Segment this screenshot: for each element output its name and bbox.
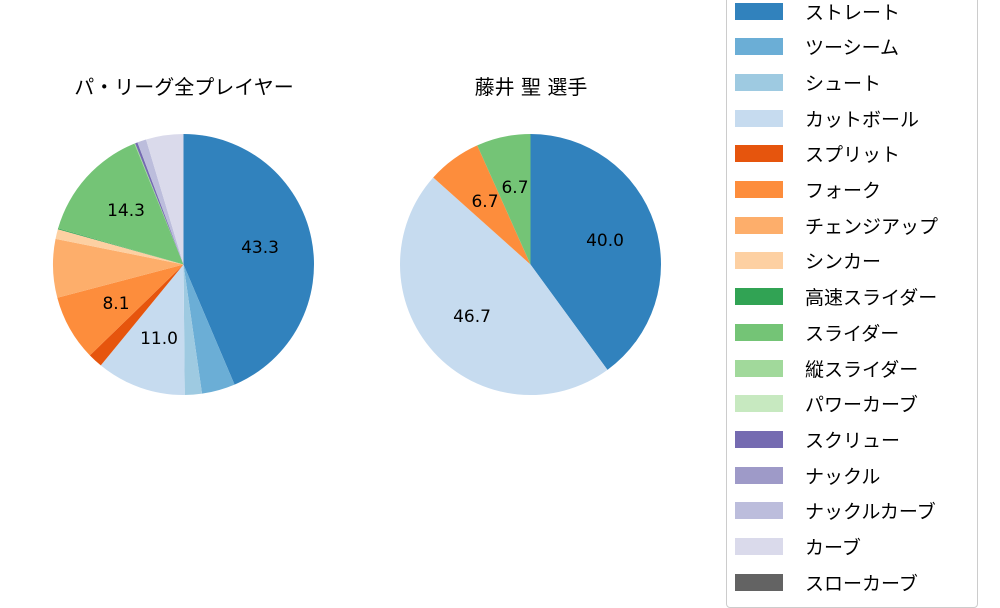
legend-swatch — [735, 2, 783, 20]
legend-item: スローカーブ — [735, 569, 918, 595]
legend-label: パワーカーブ — [805, 394, 918, 417]
legend-label: スローカーブ — [805, 572, 918, 595]
pie-slice — [55, 229, 184, 265]
legend-swatch — [735, 395, 783, 413]
pie-slice — [53, 238, 184, 298]
pie-slice — [530, 134, 661, 370]
legend-item: ストレート — [735, 0, 900, 24]
pie-data-label: 6.7 — [471, 192, 498, 212]
chart-title-player: 藤井 聖 選手 — [474, 75, 588, 99]
pie-slice — [89, 264, 184, 366]
pie-data-label: 6.7 — [501, 178, 528, 198]
pie-data-label: 43.3 — [241, 238, 279, 258]
legend-label: シュート — [805, 72, 882, 95]
pie-data-label: 11.0 — [140, 329, 178, 349]
legend-item: シュート — [735, 69, 881, 95]
legend-swatch — [735, 466, 783, 484]
legend-item: 縦スライダー — [735, 355, 918, 381]
legend-item: フォーク — [735, 177, 881, 203]
pie-slice — [134, 143, 184, 265]
pie-slice — [146, 134, 184, 265]
legend-swatch — [735, 288, 783, 306]
pie-slice — [477, 134, 531, 265]
legend-swatch — [735, 216, 783, 234]
pie-slice — [57, 228, 184, 265]
pie-data-label: 46.7 — [453, 307, 491, 327]
legend-label: シンカー — [805, 251, 882, 274]
legend-swatch — [735, 109, 783, 127]
pie-slice — [183, 264, 235, 394]
legend-label: チェンジアップ — [805, 215, 939, 238]
legend-swatch — [735, 573, 783, 591]
legend-item: シンカー — [735, 248, 881, 274]
pie-data-label: 14.3 — [107, 201, 145, 221]
legend-swatch — [735, 359, 783, 377]
legend-label: カットボール — [805, 108, 920, 131]
legend-swatch — [735, 538, 783, 555]
pie-league: 43.3 11.0 8.1 14.3 — [53, 134, 314, 395]
pie-slice — [183, 264, 203, 395]
legend-swatch — [735, 252, 783, 270]
pie-slice — [57, 264, 184, 356]
legend-label: ナックルカーブ — [805, 501, 936, 524]
legend-item: スプリット — [735, 141, 900, 167]
legend: ストレートツーシームシュートカットボール スプリットフォークチェンジアップ シンカー… — [726, 0, 978, 608]
legend-swatch — [735, 73, 783, 91]
pie-slice — [135, 142, 184, 265]
pie-slice — [433, 145, 531, 265]
legend-swatch — [735, 38, 783, 56]
pie-slice — [100, 264, 185, 395]
legend-item: スクリュー — [735, 426, 900, 452]
legend-item: スライダー — [735, 319, 899, 345]
legend-item: ナックル — [735, 462, 880, 488]
pie-slice — [137, 139, 184, 265]
pie-player: 40.0 46.7 6.76.7 — [399, 134, 661, 396]
legend-swatch — [735, 145, 783, 163]
legend-swatch — [735, 502, 783, 520]
pie-slice — [58, 143, 184, 265]
pie-slice — [183, 134, 314, 385]
legend-label: スライダー — [805, 322, 900, 345]
legend-item: 高速スライダー — [735, 284, 937, 310]
legend-label: フォーク — [805, 180, 882, 202]
legend-label: カーブ — [805, 537, 861, 559]
legend-label: ツーシーム — [805, 37, 900, 60]
legend-item: パワーカーブ — [735, 391, 918, 417]
legend-item: ナックルカーブ — [735, 498, 936, 524]
legend-label: ストレート — [805, 1, 901, 24]
pie-data-label: 8.1 — [102, 294, 129, 314]
legend-item: チェンジアップ — [735, 212, 938, 238]
legend-swatch — [735, 181, 783, 198]
legend-item: カーブ — [735, 534, 861, 560]
legend-swatch — [735, 323, 783, 341]
chart-title-league: パ・リーグ全プレイヤー — [74, 75, 294, 99]
legend-swatch — [735, 430, 783, 448]
legend-label: 高速スライダー — [805, 287, 938, 310]
legend-item: ツーシーム — [735, 34, 899, 60]
legend-label: スプリット — [805, 144, 901, 167]
legend-label: 縦スライダー — [805, 358, 919, 381]
legend-label: スクリュー — [805, 429, 901, 452]
pie-slice — [399, 177, 608, 396]
legend-label: ナックル — [805, 465, 881, 488]
pie-data-label: 40.0 — [586, 231, 624, 251]
legend-item: カットボール — [735, 105, 919, 131]
